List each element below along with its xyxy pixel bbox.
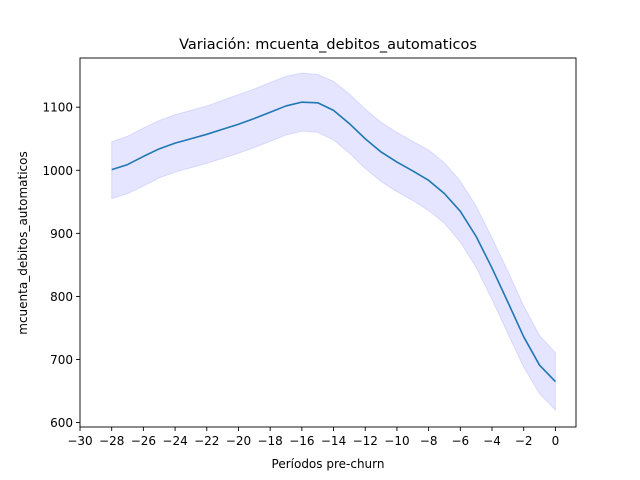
x-tick-label: −22 <box>194 434 219 448</box>
y-tick-label: 800 <box>50 290 73 304</box>
x-tick-label: −18 <box>257 434 282 448</box>
x-tick-label: −2 <box>515 434 533 448</box>
x-tick-label: −26 <box>131 434 156 448</box>
y-axis-ticks: 600 700 800 900 1000 1100 <box>42 101 80 430</box>
y-tick-label: 700 <box>50 353 73 367</box>
y-tick-label: 1100 <box>42 101 73 115</box>
x-tick-label: −6 <box>451 434 469 448</box>
x-tick-label: −16 <box>289 434 314 448</box>
chart-title: Variación: mcuenta_debitos_automaticos <box>179 37 477 53</box>
x-tick-label: −20 <box>226 434 251 448</box>
x-axis-label: Períodos pre-churn <box>272 457 385 471</box>
plot-frame <box>79 57 577 428</box>
x-tick-label: −28 <box>99 434 124 448</box>
confidence-band <box>111 72 556 412</box>
x-tick-label: −24 <box>162 434 187 448</box>
x-tick-label: 0 <box>552 434 560 448</box>
plot-area <box>79 57 577 428</box>
y-axis-label: mcuenta_debitos_automaticos <box>16 151 30 334</box>
x-tick-label: −4 <box>483 434 501 448</box>
series-line <box>111 101 556 383</box>
x-tick-label: −10 <box>384 434 409 448</box>
x-axis-ticks: −30 −28 −26 −24 −22 −20 −18 −16 −14 −12 −10 −8 −6 −4−… <box>67 427 559 448</box>
y-tick-label: 1000 <box>42 164 73 178</box>
y-tick-label: 900 <box>50 227 73 241</box>
x-tick-label: −14 <box>321 434 346 448</box>
x-tick-label: −30 <box>67 434 92 448</box>
y-tick-label: 600 <box>50 416 73 430</box>
x-tick-label: −12 <box>353 434 378 448</box>
x-tick-label: −8 <box>420 434 438 448</box>
